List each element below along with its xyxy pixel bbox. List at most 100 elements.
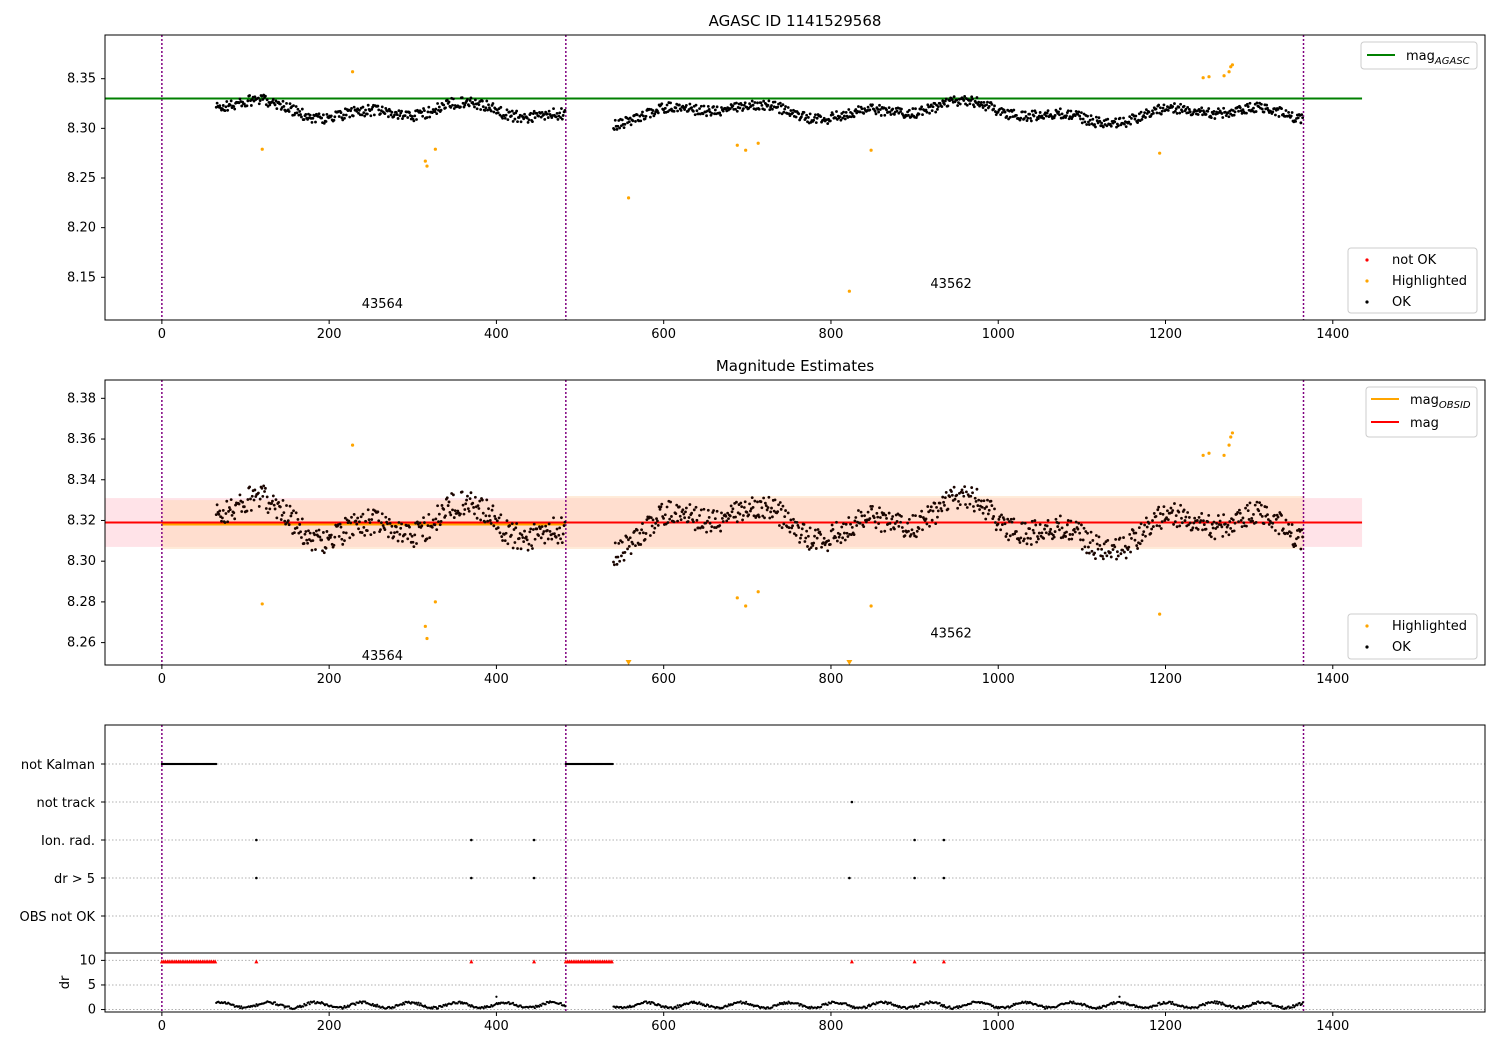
dr-point bbox=[743, 1002, 747, 1005]
ok-point bbox=[473, 105, 476, 109]
ok-point bbox=[678, 514, 682, 518]
highlighted-point bbox=[1158, 151, 1162, 155]
ok-point bbox=[799, 536, 802, 540]
ok-point bbox=[325, 112, 329, 116]
highlighted-point bbox=[423, 159, 427, 163]
ok-point bbox=[511, 120, 515, 123]
ok-point bbox=[473, 512, 476, 516]
ok-point bbox=[1147, 110, 1151, 114]
ok-point bbox=[1212, 520, 1216, 524]
ok-point bbox=[618, 126, 622, 130]
ok-point bbox=[218, 104, 222, 108]
ok-point bbox=[415, 520, 419, 524]
dr-point bbox=[698, 1001, 701, 1004]
ok-point bbox=[1047, 532, 1051, 536]
ok-point bbox=[252, 498, 256, 502]
ok-point bbox=[669, 500, 672, 504]
dr-point bbox=[559, 1001, 563, 1005]
ok-point bbox=[1088, 541, 1092, 544]
ok-point bbox=[921, 528, 924, 532]
ok-point bbox=[420, 110, 424, 114]
ok-point bbox=[351, 114, 355, 118]
ok-point bbox=[986, 100, 989, 104]
ok-point bbox=[972, 505, 975, 508]
ok-point bbox=[1237, 109, 1240, 113]
ok-point bbox=[394, 111, 398, 114]
ok-point bbox=[226, 108, 230, 112]
ok-point bbox=[1220, 112, 1224, 115]
ok-point bbox=[909, 533, 913, 536]
ok-point bbox=[439, 519, 443, 523]
ok-point bbox=[1002, 518, 1006, 521]
ok-point bbox=[1074, 520, 1078, 524]
ok-point bbox=[924, 517, 928, 521]
ok-point bbox=[329, 533, 333, 537]
ok-point bbox=[520, 533, 524, 537]
ok-point bbox=[473, 495, 477, 499]
ok-point bbox=[1013, 532, 1017, 536]
ok-point bbox=[426, 524, 430, 528]
ok-point bbox=[806, 116, 810, 119]
ok-point bbox=[887, 511, 891, 515]
ok-point bbox=[1029, 537, 1032, 540]
ok-point bbox=[1281, 527, 1285, 531]
ok-point bbox=[1277, 115, 1281, 118]
ok-point bbox=[1233, 521, 1237, 525]
ok-point bbox=[559, 537, 562, 541]
ok-point bbox=[1113, 120, 1117, 124]
ok-point bbox=[395, 113, 399, 117]
ok-point bbox=[506, 118, 510, 122]
ok-point bbox=[398, 532, 402, 536]
ok-point bbox=[843, 538, 847, 542]
ok-point bbox=[493, 514, 497, 518]
ok-point bbox=[292, 104, 295, 108]
ok-point bbox=[950, 493, 954, 497]
ok-point bbox=[1270, 525, 1274, 529]
ok-point bbox=[857, 105, 860, 108]
ok-point bbox=[289, 514, 293, 518]
ok-point bbox=[735, 101, 738, 105]
ok-point bbox=[1130, 537, 1133, 540]
agasc-marker-legend-box bbox=[1347, 247, 1478, 314]
ok-point bbox=[360, 531, 364, 534]
ok-point bbox=[542, 530, 546, 533]
obsid-annotation: 43564 bbox=[362, 649, 403, 664]
below-range-marker bbox=[625, 660, 632, 665]
ok-point bbox=[403, 532, 407, 536]
ok-point bbox=[1173, 502, 1176, 505]
ok-point bbox=[876, 107, 880, 111]
ok-point bbox=[555, 527, 559, 531]
ok-point bbox=[1103, 551, 1107, 555]
dr-point bbox=[287, 1005, 291, 1008]
ok-point bbox=[938, 501, 942, 505]
ok-point bbox=[307, 529, 310, 533]
ok-point bbox=[1162, 103, 1166, 107]
ok-point bbox=[1032, 114, 1036, 118]
mag-agasc-legend-box bbox=[1360, 41, 1478, 70]
ok-point bbox=[1288, 534, 1292, 538]
ok-point bbox=[1187, 516, 1191, 519]
ok-point bbox=[1213, 537, 1217, 541]
ok-point bbox=[928, 111, 931, 115]
ok-point bbox=[799, 115, 803, 119]
dr-x-tick-label: 1200 bbox=[1149, 1019, 1182, 1034]
ok-point bbox=[1118, 536, 1122, 540]
highlighted-point bbox=[1207, 75, 1211, 79]
ok-point bbox=[1277, 532, 1281, 536]
ok-point bbox=[797, 112, 801, 116]
ok-point bbox=[1215, 521, 1219, 525]
ok-point bbox=[329, 536, 332, 539]
ok-point bbox=[897, 525, 901, 528]
dr-point bbox=[1025, 1002, 1028, 1005]
ok-point bbox=[878, 108, 882, 111]
ok-point bbox=[1077, 521, 1081, 525]
ok-point bbox=[688, 102, 692, 106]
ok-point bbox=[387, 115, 390, 119]
ok-point bbox=[1097, 535, 1101, 539]
ok-point bbox=[939, 507, 943, 510]
ok-point bbox=[1106, 117, 1110, 121]
dr-point bbox=[468, 1003, 471, 1007]
not-ok-legend-marker bbox=[1365, 258, 1369, 262]
ok-point bbox=[1049, 527, 1053, 531]
ok-point bbox=[302, 542, 306, 545]
